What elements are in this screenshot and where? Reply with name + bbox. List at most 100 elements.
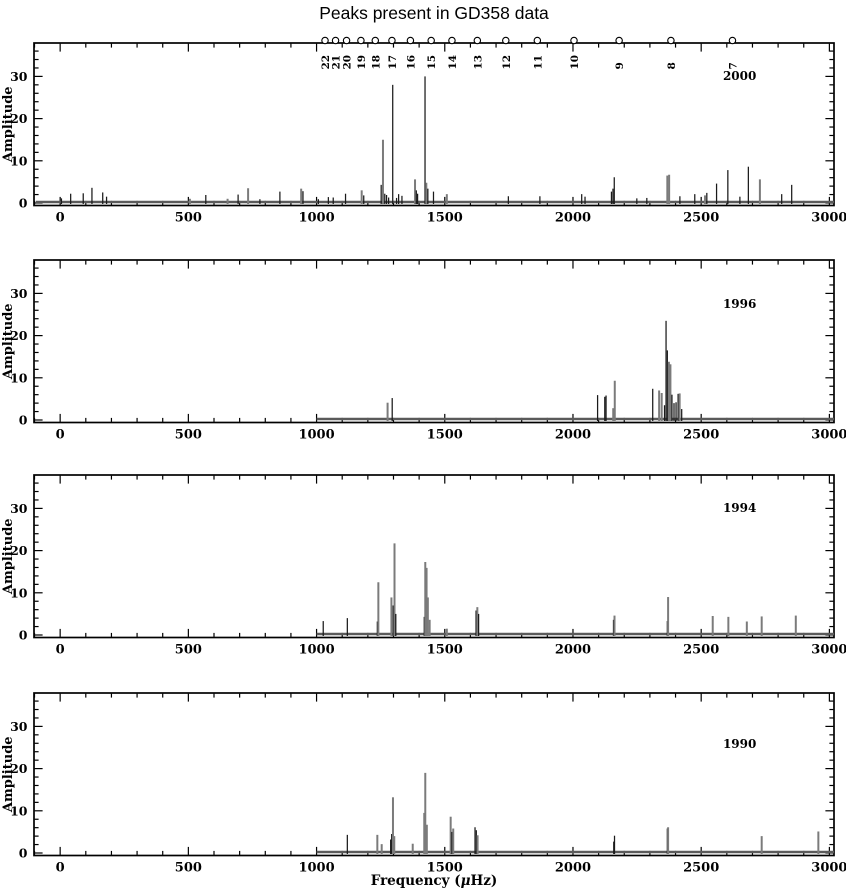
- y-tick-label: 30: [10, 69, 28, 84]
- x-axis-label: Frequency (μHz): [371, 873, 498, 889]
- mode-marker-label: 22: [320, 55, 332, 70]
- x-tick-label: 1500: [427, 428, 463, 443]
- year-label: 1990: [723, 737, 756, 751]
- spectrum-panel-1994: 0 500 1000 1500 2000 2500 3000 0 10 20 30 Amplitude…: [1, 474, 846, 658]
- y-tick-label: 0: [19, 413, 28, 428]
- mode-marker-circle: [427, 36, 435, 45]
- x-tick-label: 3000: [811, 428, 846, 443]
- y-axis-label: Amplitude: [1, 303, 16, 380]
- mode-marker-circle: [321, 36, 329, 45]
- y-tick-label: 0: [19, 846, 28, 861]
- x-tick-label: 2500: [683, 211, 719, 226]
- mode-marker-label: 16: [405, 55, 417, 70]
- y-tick-label: 0: [19, 628, 28, 643]
- mode-marker-circle: [342, 36, 351, 45]
- x-tick-label: 0: [56, 211, 65, 226]
- peak-lines: [60, 76, 793, 204]
- y-tick-label: 10: [10, 370, 28, 385]
- mode-marker-label: 9: [614, 62, 626, 69]
- x-tick-label: 2500: [683, 643, 719, 658]
- x-tick-label: 0: [56, 428, 65, 443]
- y-tick-label: 30: [10, 501, 28, 516]
- x-tick-label: 3000: [811, 211, 846, 226]
- x-tick-label: 2500: [683, 861, 719, 876]
- y-axis-label: Amplitude: [1, 86, 16, 163]
- mode-marker-circle: [331, 36, 340, 45]
- mode-marker-label: 7: [727, 62, 739, 69]
- mode-marker-label: 10: [569, 55, 581, 70]
- y-tick-label: 10: [10, 153, 28, 168]
- mode-marker-circle: [388, 36, 396, 45]
- x-tick-label: 1000: [298, 428, 334, 443]
- spectrum-panel-1996: 0 500 1000 1500 2000 2500 3000 0 10 20 30 Amplitude…: [1, 259, 846, 443]
- y-tick-label: 10: [10, 585, 28, 600]
- peak-lines: [346, 772, 820, 854]
- figure-title: Peaks present in GD358 data: [319, 3, 549, 23]
- x-tick-label: 500: [175, 211, 202, 226]
- x-tick-label: 2000: [555, 643, 591, 658]
- x-tick-label: 1500: [427, 643, 463, 658]
- mode-marker-label: 18: [370, 55, 382, 70]
- y-tick-label: 20: [10, 761, 28, 776]
- panel-frame: [33, 692, 835, 857]
- y-axis-label: Amplitude: [1, 736, 16, 813]
- y-tick-label: 20: [10, 111, 28, 126]
- year-label: 2000: [723, 69, 756, 83]
- x-tick-label: 1000: [298, 211, 334, 226]
- x-tick-label: 1000: [298, 861, 334, 876]
- x-tick-label: 3000: [811, 643, 846, 658]
- year-label: 1994: [723, 501, 756, 515]
- x-tick-label: 500: [175, 643, 202, 658]
- x-tick-label: 500: [175, 861, 202, 876]
- year-label: 1996: [723, 297, 756, 311]
- mode-marker-label: 19: [356, 55, 368, 70]
- x-tick-label: 1500: [427, 211, 463, 226]
- y-tick-label: 30: [10, 719, 28, 734]
- mode-marker-label: 21: [331, 55, 343, 70]
- mode-marker-label: 14: [447, 55, 459, 70]
- mode-marker-circle: [615, 36, 623, 45]
- panel-frame: [33, 474, 835, 639]
- mode-marker-circle: [533, 36, 542, 45]
- axis-ticks: [33, 693, 834, 855]
- y-tick-label: 20: [10, 543, 28, 558]
- mode-marker-label: 15: [426, 55, 438, 70]
- peak-lines: [386, 320, 683, 421]
- x-tick-label: 0: [56, 861, 65, 876]
- peak-lines: [322, 543, 797, 636]
- mode-marker-label: 17: [387, 55, 399, 70]
- mode-marker-circle: [502, 36, 510, 45]
- x-tick-label: 3000: [811, 861, 846, 876]
- mode-marker-circle: [728, 36, 737, 45]
- x-tick-label: 2000: [555, 428, 591, 443]
- mode-marker-circle: [473, 36, 482, 45]
- x-tick-label: 2000: [555, 861, 591, 876]
- spectrum-panel-1990: 0 500 1000 1500 2000 2500 3000 0 10 20 30 Amplitude…: [1, 692, 846, 876]
- x-tick-label: 0: [56, 643, 65, 658]
- mode-marker-label: 13: [472, 55, 484, 70]
- x-tick-label: 2500: [683, 428, 719, 443]
- spectrum-panel-2000: 0 500 1000 1500 2000 2500 3000 0 10 20 30 Amplitude…: [1, 36, 846, 226]
- x-tick-label: 1500: [427, 861, 463, 876]
- y-tick-label: 10: [10, 803, 28, 818]
- mode-marker-circle: [667, 36, 675, 45]
- y-tick-label: 30: [10, 286, 28, 301]
- mode-marker-label: 11: [532, 55, 544, 70]
- mode-marker-circle: [448, 36, 456, 45]
- axis-ticks: [33, 475, 834, 637]
- x-tick-label: 2000: [555, 211, 591, 226]
- panel-frame: [33, 259, 835, 424]
- x-tick-label: 500: [175, 428, 202, 443]
- mode-marker-circle: [357, 36, 365, 45]
- mode-marker-circle: [406, 36, 415, 45]
- x-tick-label: 1000: [298, 643, 334, 658]
- y-tick-label: 0: [19, 196, 28, 211]
- mode-marker-label: 8: [666, 62, 678, 69]
- y-tick-label: 20: [10, 328, 28, 343]
- spectra-panels: 0 500 1000 1500 2000 2500 30000102030Amplitude…: [1, 36, 846, 889]
- y-axis-label: Amplitude: [1, 518, 16, 595]
- axis-ticks: [33, 260, 834, 422]
- mode-marker-circle: [371, 36, 380, 45]
- mode-marker-label: 20: [342, 55, 354, 70]
